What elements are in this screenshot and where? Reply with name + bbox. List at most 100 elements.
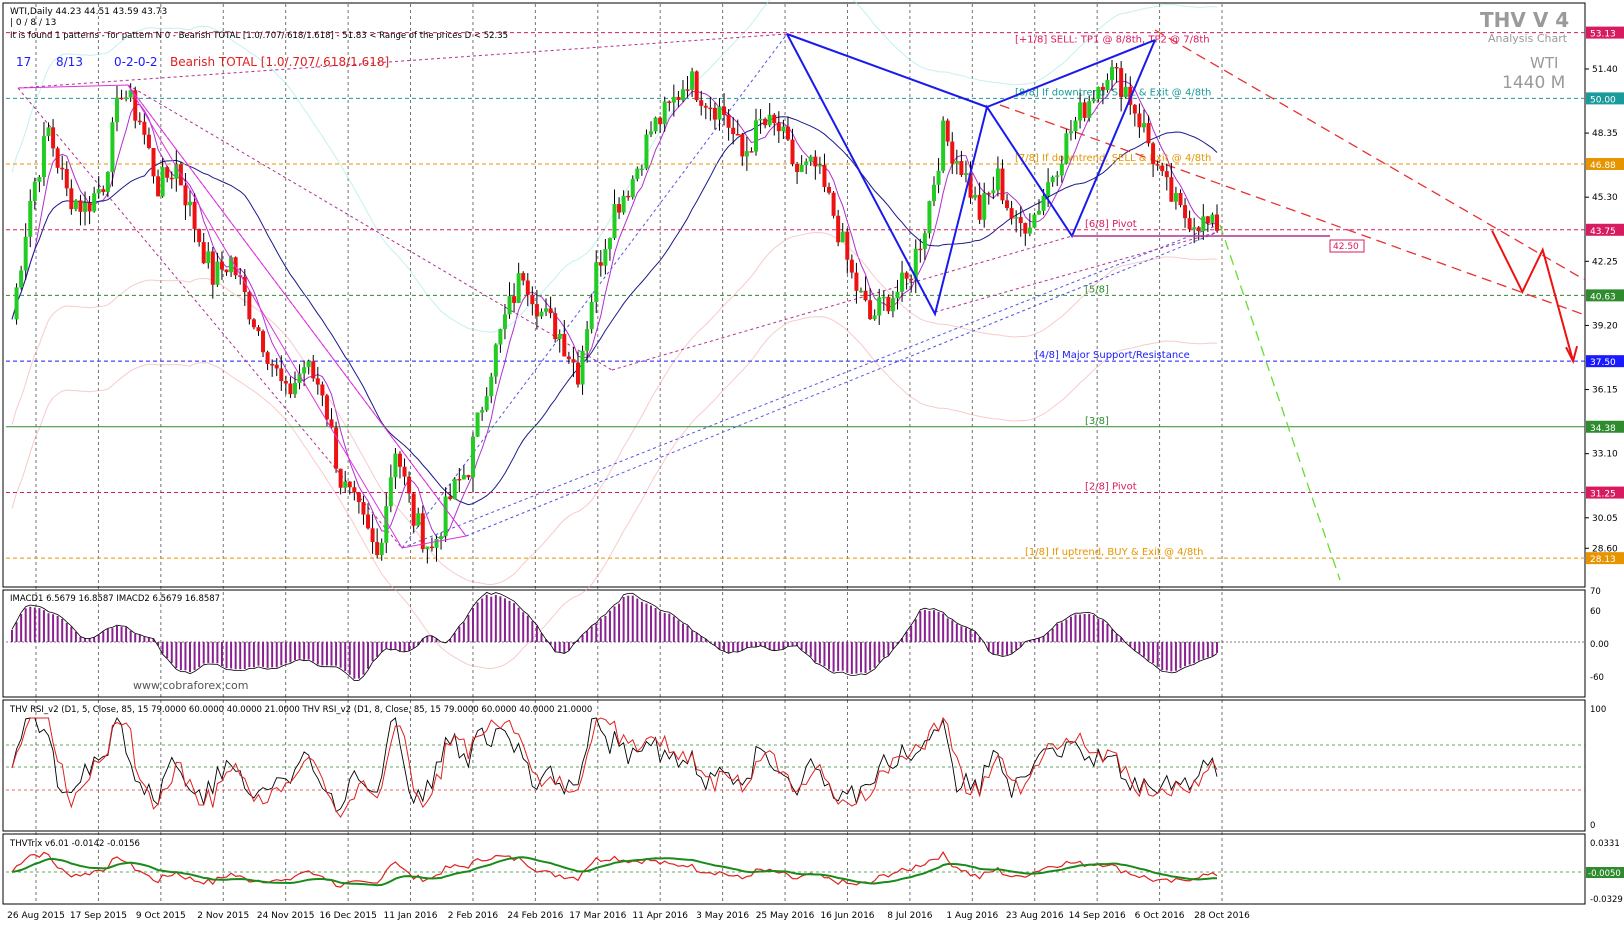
candle-body-18 xyxy=(92,193,97,212)
candle-body-74 xyxy=(347,481,352,488)
candle-body-209 xyxy=(963,173,968,175)
murrey-label-2: [7/8] If downtrend, SELL & Exit @ 4/8th xyxy=(1015,153,1211,164)
price-box-label-4: 40.63 xyxy=(1590,292,1616,302)
date-tick-10: 11 Apr 2016 xyxy=(632,911,688,921)
harmonic-pattern xyxy=(17,33,1330,549)
candle-body-142 xyxy=(658,117,663,125)
candle-body-114 xyxy=(530,294,535,305)
imacd-scale-neg60: -60 xyxy=(1590,673,1604,683)
candle-body-152 xyxy=(703,105,708,108)
candle-body-257 xyxy=(1183,205,1188,219)
candle-body-253 xyxy=(1164,171,1169,178)
candle-body-198 xyxy=(913,248,918,279)
candle-body-41 xyxy=(197,228,202,243)
candle-body-229 xyxy=(1055,175,1060,177)
candle-body-222 xyxy=(1023,223,1028,234)
rsi-scale-100: 100 xyxy=(1590,705,1606,715)
price-box-label-6: 34.38 xyxy=(1590,424,1616,434)
candle-body-45 xyxy=(215,261,220,285)
candle-body-47 xyxy=(224,269,229,273)
candle-body-228 xyxy=(1050,176,1055,183)
murrey-label-5: [4/8] Major Support/Resistance xyxy=(1035,350,1190,361)
candle-body-101 xyxy=(471,436,476,478)
candle-body-105 xyxy=(489,376,494,397)
candle-body-177 xyxy=(817,164,822,167)
candle-body-6 xyxy=(37,177,42,182)
candle-body-4 xyxy=(28,200,33,237)
candle-body-116 xyxy=(539,311,544,317)
candle-body-143 xyxy=(662,101,667,125)
candle-body-90 xyxy=(420,513,425,550)
candle-body-216 xyxy=(995,168,1000,191)
candle-body-99 xyxy=(461,475,466,480)
candle-body-153 xyxy=(708,107,713,110)
candle-body-148 xyxy=(685,89,690,91)
candle-body-199 xyxy=(918,248,923,251)
candle-body-118 xyxy=(548,308,553,314)
candle-body-145 xyxy=(671,96,676,103)
rsi-line-slow xyxy=(11,716,1218,819)
candle-body-97 xyxy=(452,478,457,500)
candle-body-258 xyxy=(1187,218,1192,230)
candle-body-64 xyxy=(302,367,307,374)
price-box-5 xyxy=(1586,355,1624,368)
candle-body-36 xyxy=(174,164,179,179)
candle-body-193 xyxy=(890,298,895,312)
fib-line-0 xyxy=(401,33,788,549)
price-box-label-5: 37.50 xyxy=(1590,358,1616,368)
candle-body-180 xyxy=(831,192,836,216)
candle-body-252 xyxy=(1160,165,1165,172)
price-scale-label-4: 39.20 xyxy=(1592,321,1618,331)
imacd-histogram xyxy=(6,591,1585,682)
candle-body-187 xyxy=(863,290,868,301)
rsi-line-fast xyxy=(11,717,1218,813)
website-label: www.cobraforex.com xyxy=(133,679,248,692)
price-box-7 xyxy=(1586,486,1624,499)
candle-body-170 xyxy=(785,126,790,140)
candle-body-44 xyxy=(210,251,215,285)
date-tick-9: 17 Mar 2016 xyxy=(569,911,626,921)
candle-body-12 xyxy=(64,168,69,189)
date-tick-14: 8 Jul 2016 xyxy=(887,911,932,921)
imacd-scale-60: 60 xyxy=(1590,607,1601,617)
candle-body-70 xyxy=(329,419,334,428)
candle-body-251 xyxy=(1155,164,1160,166)
candle-body-117 xyxy=(544,308,549,312)
candle-body-141 xyxy=(653,117,658,132)
trix-scale-bottom: -0.0329 xyxy=(1590,895,1623,905)
candle-body-256 xyxy=(1178,193,1183,206)
candle-body-204 xyxy=(941,120,946,171)
candle-body-247 xyxy=(1137,113,1142,128)
candle-body-226 xyxy=(1041,195,1046,211)
candle-body-25 xyxy=(124,97,129,100)
murrey-label-7: [2/8] Pivot xyxy=(1085,482,1137,493)
candle-body-23 xyxy=(114,97,119,123)
candle-body-59 xyxy=(279,368,284,382)
candle-body-189 xyxy=(872,315,877,320)
date-tick-6: 11 Jan 2016 xyxy=(384,911,438,921)
timeframe-watermark: 1440 M xyxy=(1502,73,1565,93)
macd-panel-frame xyxy=(2,589,1586,698)
candle-body-242 xyxy=(1114,66,1119,69)
candle-body-161 xyxy=(744,151,749,157)
target-label-box xyxy=(1329,239,1365,253)
candle-body-21 xyxy=(105,172,110,193)
candle-body-240 xyxy=(1105,79,1110,91)
candle-body-32 xyxy=(156,176,161,197)
candle-body-33 xyxy=(160,167,165,197)
murrey-label-6: [3/8] xyxy=(1085,416,1109,427)
candle-body-156 xyxy=(722,106,727,115)
candle-body-78 xyxy=(366,514,371,529)
candle-body-93 xyxy=(434,538,439,548)
pattern-prior xyxy=(17,84,467,549)
candle-body-80 xyxy=(375,542,380,556)
candle-body-176 xyxy=(813,156,818,167)
candle-body-259 xyxy=(1192,227,1197,230)
price-scale-label-11: 28.60 xyxy=(1592,544,1618,554)
candle-body-131 xyxy=(607,238,612,250)
candle-body-61 xyxy=(288,383,293,395)
candle-body-43 xyxy=(206,251,211,264)
candle-body-138 xyxy=(639,168,644,171)
fib-label-17: 17 xyxy=(16,55,31,69)
candle-body-225 xyxy=(1036,210,1041,215)
